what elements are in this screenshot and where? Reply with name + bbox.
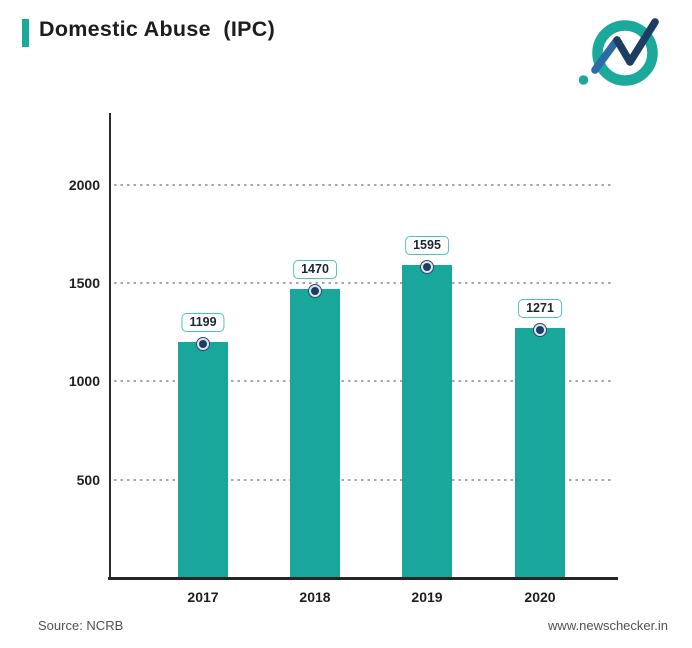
bar-2020 <box>515 328 565 578</box>
bar-marker-dot <box>311 287 319 295</box>
bar-marker-icon <box>533 323 547 337</box>
y-axis-line <box>109 113 111 580</box>
x-tick-label: 2018 <box>299 589 331 605</box>
bar-marker-icon <box>196 337 210 351</box>
bar-2019 <box>402 265 452 578</box>
gridline-500 <box>114 478 612 481</box>
x-tick-label: 2020 <box>524 589 556 605</box>
bar-marker-dot <box>199 340 207 348</box>
bar-marker-dot <box>536 326 544 334</box>
x-axis-line <box>108 577 618 580</box>
gridline-2000 <box>114 183 612 186</box>
bar-marker-icon <box>420 260 434 274</box>
y-tick-label: 500 <box>76 471 100 488</box>
bar-value-label: 1199 <box>181 313 225 332</box>
gridline-1000 <box>114 380 612 383</box>
x-tick-label: 2019 <box>411 589 443 605</box>
source-label: Source: NCRB <box>38 618 124 633</box>
gridline-1500 <box>114 282 612 285</box>
newschecker-logo-icon <box>578 18 659 86</box>
y-tick-label: 1500 <box>68 275 100 292</box>
bar-marker-dot <box>423 263 431 271</box>
y-tick-label: 1000 <box>68 373 100 390</box>
bar-value-label: 1595 <box>405 236 449 255</box>
bar-2017 <box>178 342 228 578</box>
y-tick-label: 2000 <box>68 176 100 193</box>
title-accent-bar <box>22 19 29 47</box>
bar-2018 <box>290 289 340 578</box>
bar-value-label: 1470 <box>293 260 337 279</box>
bar-marker-icon <box>308 284 322 298</box>
website-label: www.newschecker.in <box>548 618 668 633</box>
x-tick-label: 2017 <box>187 589 219 605</box>
bar-value-label: 1271 <box>518 299 562 318</box>
page-title: Domestic Abuse (IPC) <box>39 17 276 41</box>
